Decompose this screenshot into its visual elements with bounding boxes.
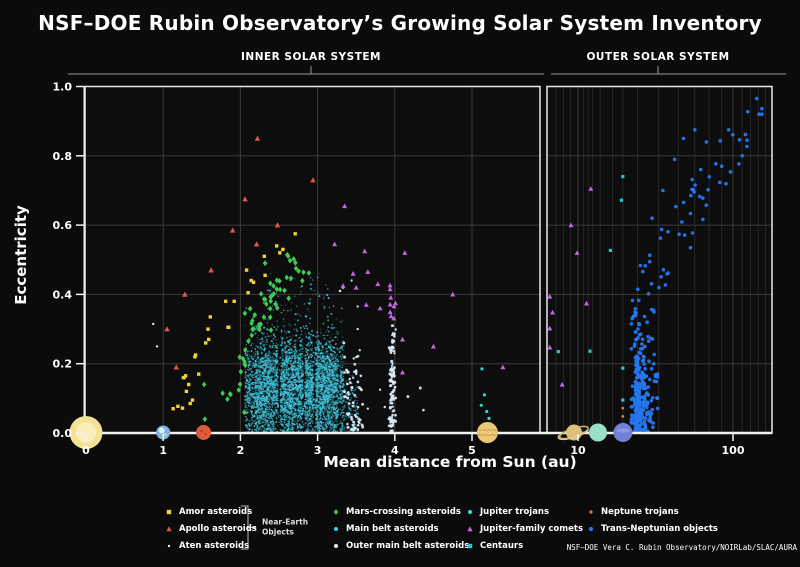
near-earth-objects-bracket — [241, 505, 256, 550]
planet-sun-icon — [69, 416, 103, 449]
planet-glyphs — [69, 416, 633, 449]
gridlines — [85, 86, 772, 433]
series-mars_crossing — [201, 251, 312, 422]
series-apollo — [164, 135, 316, 370]
x-axis-label: Mean distance from Sun (au) — [323, 453, 577, 471]
planet-mars-icon — [196, 425, 212, 440]
tick-labels: 0.00.20.40.60.81.00 1 2 3 4 5 10 100 — [53, 81, 745, 458]
planet-neptune-icon — [613, 423, 633, 442]
panel-backgrounds — [85, 86, 772, 433]
series-outer_main_belt — [338, 279, 425, 433]
credit-text: NSF–DOE Vera C. Rubin Observatory/NOIRLa… — [566, 543, 797, 552]
series-amor — [171, 232, 297, 411]
series-jfc — [332, 186, 594, 387]
inner-panel-header: INNER SOLAR SYSTEM — [241, 51, 381, 63]
panel-brackets — [68, 66, 786, 75]
tick-marks — [76, 85, 734, 441]
planet-earth-icon — [156, 425, 171, 440]
series-aten — [152, 322, 159, 348]
planet-uranus-icon — [589, 423, 607, 442]
planet-jupiter-icon — [476, 422, 498, 443]
outer-panel-header: OUTER SOLAR SYSTEM — [586, 51, 730, 63]
series-centaurs — [556, 175, 625, 402]
series-tno — [629, 96, 764, 434]
chart-title: NSF–DOE Rubin Observatory’s Growing Sola… — [38, 11, 762, 35]
series-main_belt — [244, 272, 360, 434]
